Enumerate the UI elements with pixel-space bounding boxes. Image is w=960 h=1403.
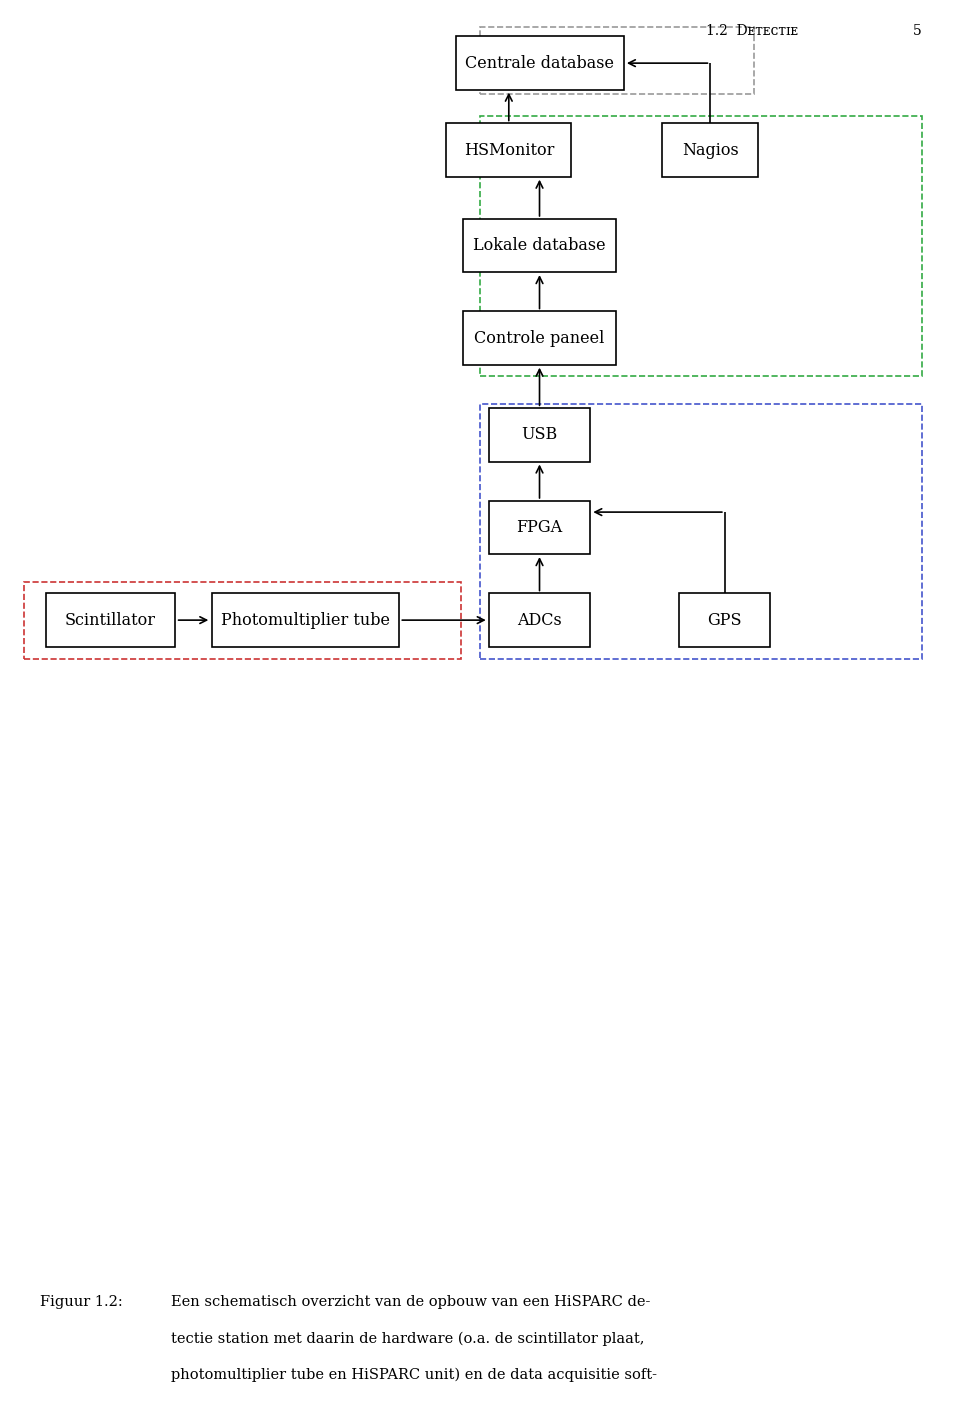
Bar — [463, 311, 616, 365]
Bar — [463, 219, 616, 272]
Text: Centrale database: Centrale database — [465, 55, 614, 72]
Bar — [490, 501, 589, 554]
Text: Controle paneel: Controle paneel — [474, 330, 605, 347]
Bar — [446, 123, 571, 177]
Bar — [490, 593, 589, 647]
Text: photomultiplier tube en HiSPARC unit) en de data acquisitie soft-: photomultiplier tube en HiSPARC unit) en… — [171, 1368, 657, 1382]
Bar — [456, 36, 624, 90]
Text: Een schematisch overzicht van de opbouw van een HiSPARC de-: Een schematisch overzicht van de opbouw … — [171, 1295, 650, 1309]
Text: 5: 5 — [913, 24, 922, 38]
Text: Lokale database: Lokale database — [473, 237, 606, 254]
Text: FPGA: FPGA — [516, 519, 563, 536]
Text: Nagios: Nagios — [682, 142, 739, 159]
Text: Figuur 1.2:: Figuur 1.2: — [40, 1295, 123, 1309]
Text: HSMonitor: HSMonitor — [464, 142, 554, 159]
Bar — [480, 27, 754, 94]
Bar — [480, 404, 922, 659]
Text: tectie station met daarin de hardware (o.a. de scintillator plaat,: tectie station met daarin de hardware (o… — [171, 1331, 644, 1345]
Bar — [480, 116, 922, 376]
Text: 1.2  Dᴇᴛᴇᴄᴛɪᴇ: 1.2 Dᴇᴛᴇᴄᴛɪᴇ — [706, 24, 798, 38]
Bar — [24, 582, 461, 659]
Bar — [680, 593, 770, 647]
Text: Scintillator: Scintillator — [65, 612, 156, 629]
Bar — [211, 593, 399, 647]
Text: GPS: GPS — [708, 612, 742, 629]
Bar — [46, 593, 176, 647]
Bar — [662, 123, 758, 177]
Text: Photomultiplier tube: Photomultiplier tube — [221, 612, 390, 629]
Bar — [490, 408, 589, 462]
Text: USB: USB — [521, 427, 558, 443]
Text: ADCs: ADCs — [517, 612, 562, 629]
